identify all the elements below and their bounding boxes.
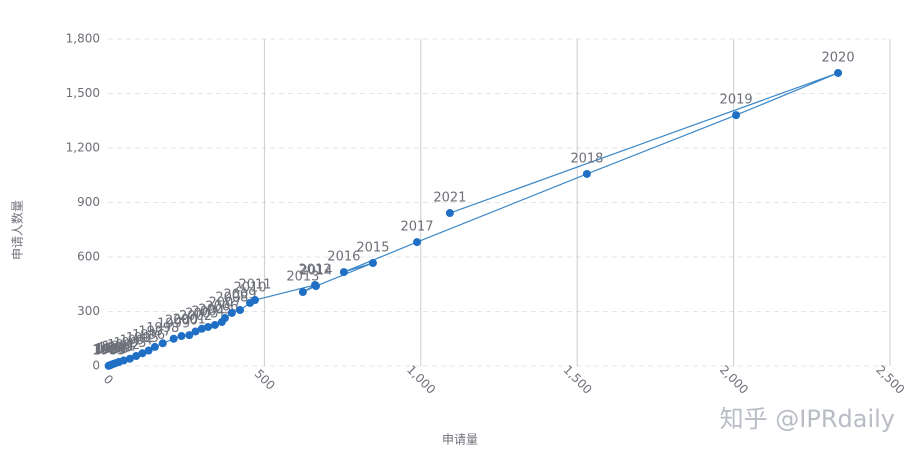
data-point: [582, 169, 591, 178]
x-tick-label: 1,500: [560, 363, 594, 397]
point-label: 2001: [173, 313, 206, 328]
y-tick-label: 1,500: [66, 86, 100, 100]
point-label: 2014: [299, 264, 332, 279]
data-point: [119, 356, 128, 365]
point-label: 2011: [238, 278, 271, 293]
y-tick-label: 1,200: [66, 141, 100, 155]
data-point: [298, 288, 307, 297]
point-label: 1999: [157, 316, 190, 331]
data-point: [132, 352, 141, 361]
point-label: 1997: [138, 324, 171, 339]
data-point: [312, 282, 321, 291]
data-point: [144, 346, 153, 355]
data-point: [413, 238, 422, 247]
point-label: 2012: [299, 262, 332, 277]
point-label: 2015: [356, 240, 389, 255]
y-tick-label: 0: [92, 359, 100, 373]
data-point: [169, 334, 178, 343]
data-point: [177, 332, 186, 341]
x-tick-label: 1,000: [404, 363, 438, 397]
data-point: [236, 306, 245, 315]
y-axis-title: 申请人数量: [10, 200, 25, 260]
x-tick-label: 0: [101, 372, 116, 387]
data-point: [158, 339, 167, 348]
data-point: [732, 111, 741, 120]
y-tick-label: 900: [77, 195, 100, 209]
data-point: [227, 308, 236, 317]
data-point: [197, 324, 206, 333]
point-label: 1995: [126, 331, 159, 346]
point-label: 2018: [570, 151, 603, 166]
point-label: 2000: [165, 314, 198, 329]
data-point: [138, 349, 147, 358]
data-point: [445, 209, 454, 218]
x-tick-label: 2,000: [717, 363, 751, 397]
y-tick-label: 1,800: [66, 32, 100, 46]
point-label: 2005: [198, 302, 231, 317]
data-point: [191, 327, 200, 336]
point-label: 1989: [97, 341, 130, 356]
data-point: [368, 258, 377, 267]
point-label: 1990: [99, 341, 132, 356]
y-tick-label: 300: [77, 304, 100, 318]
point-label: 1992: [107, 338, 140, 353]
point-label: 1986: [93, 343, 126, 358]
point-label: 1991: [102, 340, 135, 355]
point-label: 2009: [223, 288, 256, 303]
point-label: 1993: [113, 336, 146, 351]
point-label: 2013: [286, 270, 319, 285]
point-label: 2004: [192, 304, 225, 319]
data-point: [125, 354, 134, 363]
data-point: [185, 331, 194, 340]
point-label: 2003: [185, 306, 218, 321]
y-tick-label: 600: [77, 250, 100, 264]
point-label: 2017: [400, 220, 433, 235]
data-point: [834, 68, 843, 77]
point-label: 2020: [822, 50, 855, 65]
point-label: 1998: [146, 321, 179, 336]
x-tick-label: 500: [252, 367, 278, 393]
data-point: [339, 268, 348, 277]
point-label: 1996: [132, 328, 165, 343]
data-point: [251, 296, 260, 305]
point-label: 2002: [179, 309, 212, 324]
point-label: 2007: [208, 296, 241, 311]
watermark: 知乎 @IPRdaily: [720, 405, 895, 433]
x-axis-title: 申请量: [442, 433, 478, 447]
point-label: 2016: [327, 250, 360, 265]
data-point: [150, 342, 159, 351]
point-label: 1988: [95, 342, 128, 357]
point-label: 1987: [94, 343, 127, 358]
x-tick-label: 2,500: [873, 363, 907, 397]
point-label: 1985: [92, 343, 125, 358]
point-label: 1994: [120, 334, 153, 349]
point-label: 2008: [215, 290, 248, 305]
point-label: 2019: [720, 93, 753, 108]
data-point: [210, 320, 219, 329]
data-point: [204, 322, 213, 331]
data-point: [220, 314, 229, 323]
point-label: 2010: [233, 280, 266, 295]
point-label: 2021: [433, 191, 466, 206]
